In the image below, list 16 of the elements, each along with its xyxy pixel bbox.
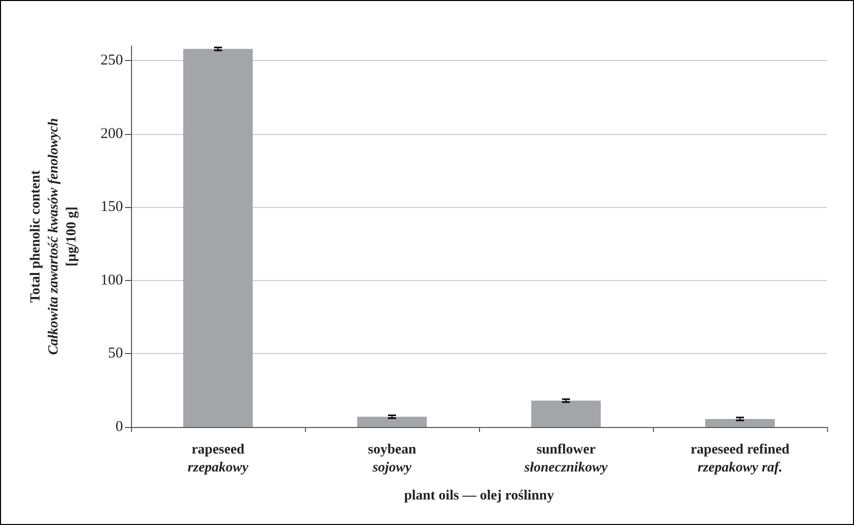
x-tick-label: sunflower słonecznikowy — [523, 442, 608, 476]
x-axis-title: plant oils — olej roślinny — [404, 488, 554, 504]
bar — [183, 48, 253, 427]
bar — [705, 418, 775, 427]
x-tick-label: soybean sojowy — [368, 442, 416, 476]
y-tick-label: 200 — [100, 126, 123, 142]
y-tick-label: 150 — [100, 199, 123, 216]
y-tick-label: 0 — [116, 419, 123, 435]
x-tick-label: rapeseed rzepakowy — [188, 442, 250, 476]
y-tick-label: 250 — [100, 52, 123, 69]
bar — [357, 416, 427, 427]
bar — [531, 400, 601, 427]
x-tick-label: rapeseed refined rzepakowy raf. — [690, 442, 790, 476]
y-tick-label: 100 — [100, 272, 123, 288]
y-tick-label: 50 — [108, 346, 123, 362]
y-axis-title: Total phenolic content Całkowita zawartość kwasów fenolowych [µg/100 g] — [28, 118, 80, 355]
